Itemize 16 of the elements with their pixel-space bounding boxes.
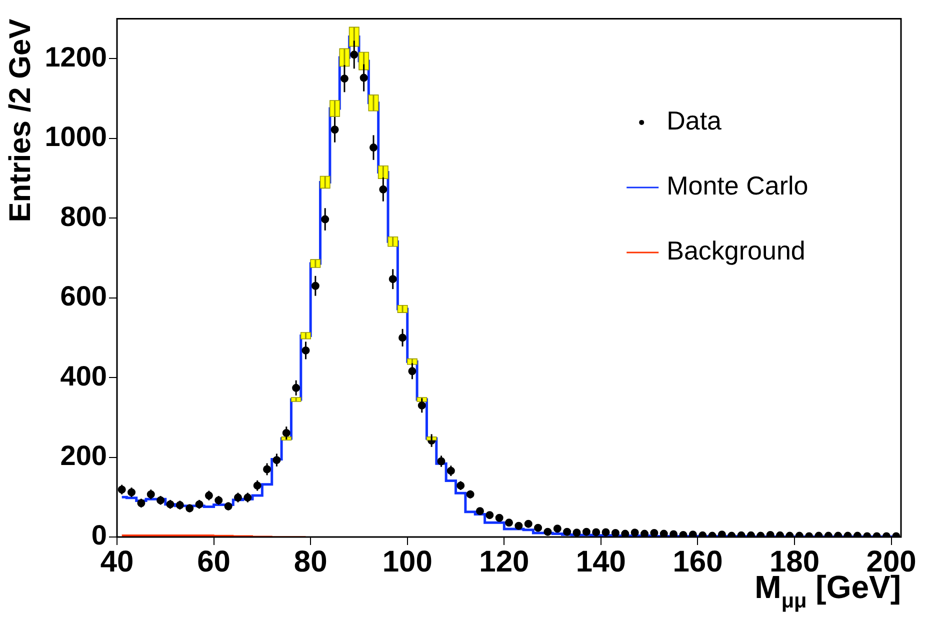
y-tick-label: 800 [60, 200, 107, 232]
y-tick-label: 1200 [44, 41, 107, 72]
y-tick-label: 200 [60, 440, 107, 471]
y-tick-label: 400 [60, 360, 107, 392]
x-tick-label: 80 [294, 545, 328, 578]
x-tick-label: 140 [576, 545, 626, 578]
y-tick-label: 600 [60, 280, 107, 312]
y-axis-title: Entries /2 GeV [4, 18, 37, 222]
legend-label: Monte Carlo [666, 170, 808, 201]
legend-label: Data [666, 106, 722, 136]
x-tick-label: 160 [672, 545, 723, 578]
legend-label: Background [666, 236, 806, 266]
x-tick-label: 120 [479, 545, 530, 578]
x-tick-label: 60 [197, 545, 230, 578]
x-tick-label: 100 [382, 545, 432, 578]
y-tick-label: 1000 [44, 121, 107, 152]
